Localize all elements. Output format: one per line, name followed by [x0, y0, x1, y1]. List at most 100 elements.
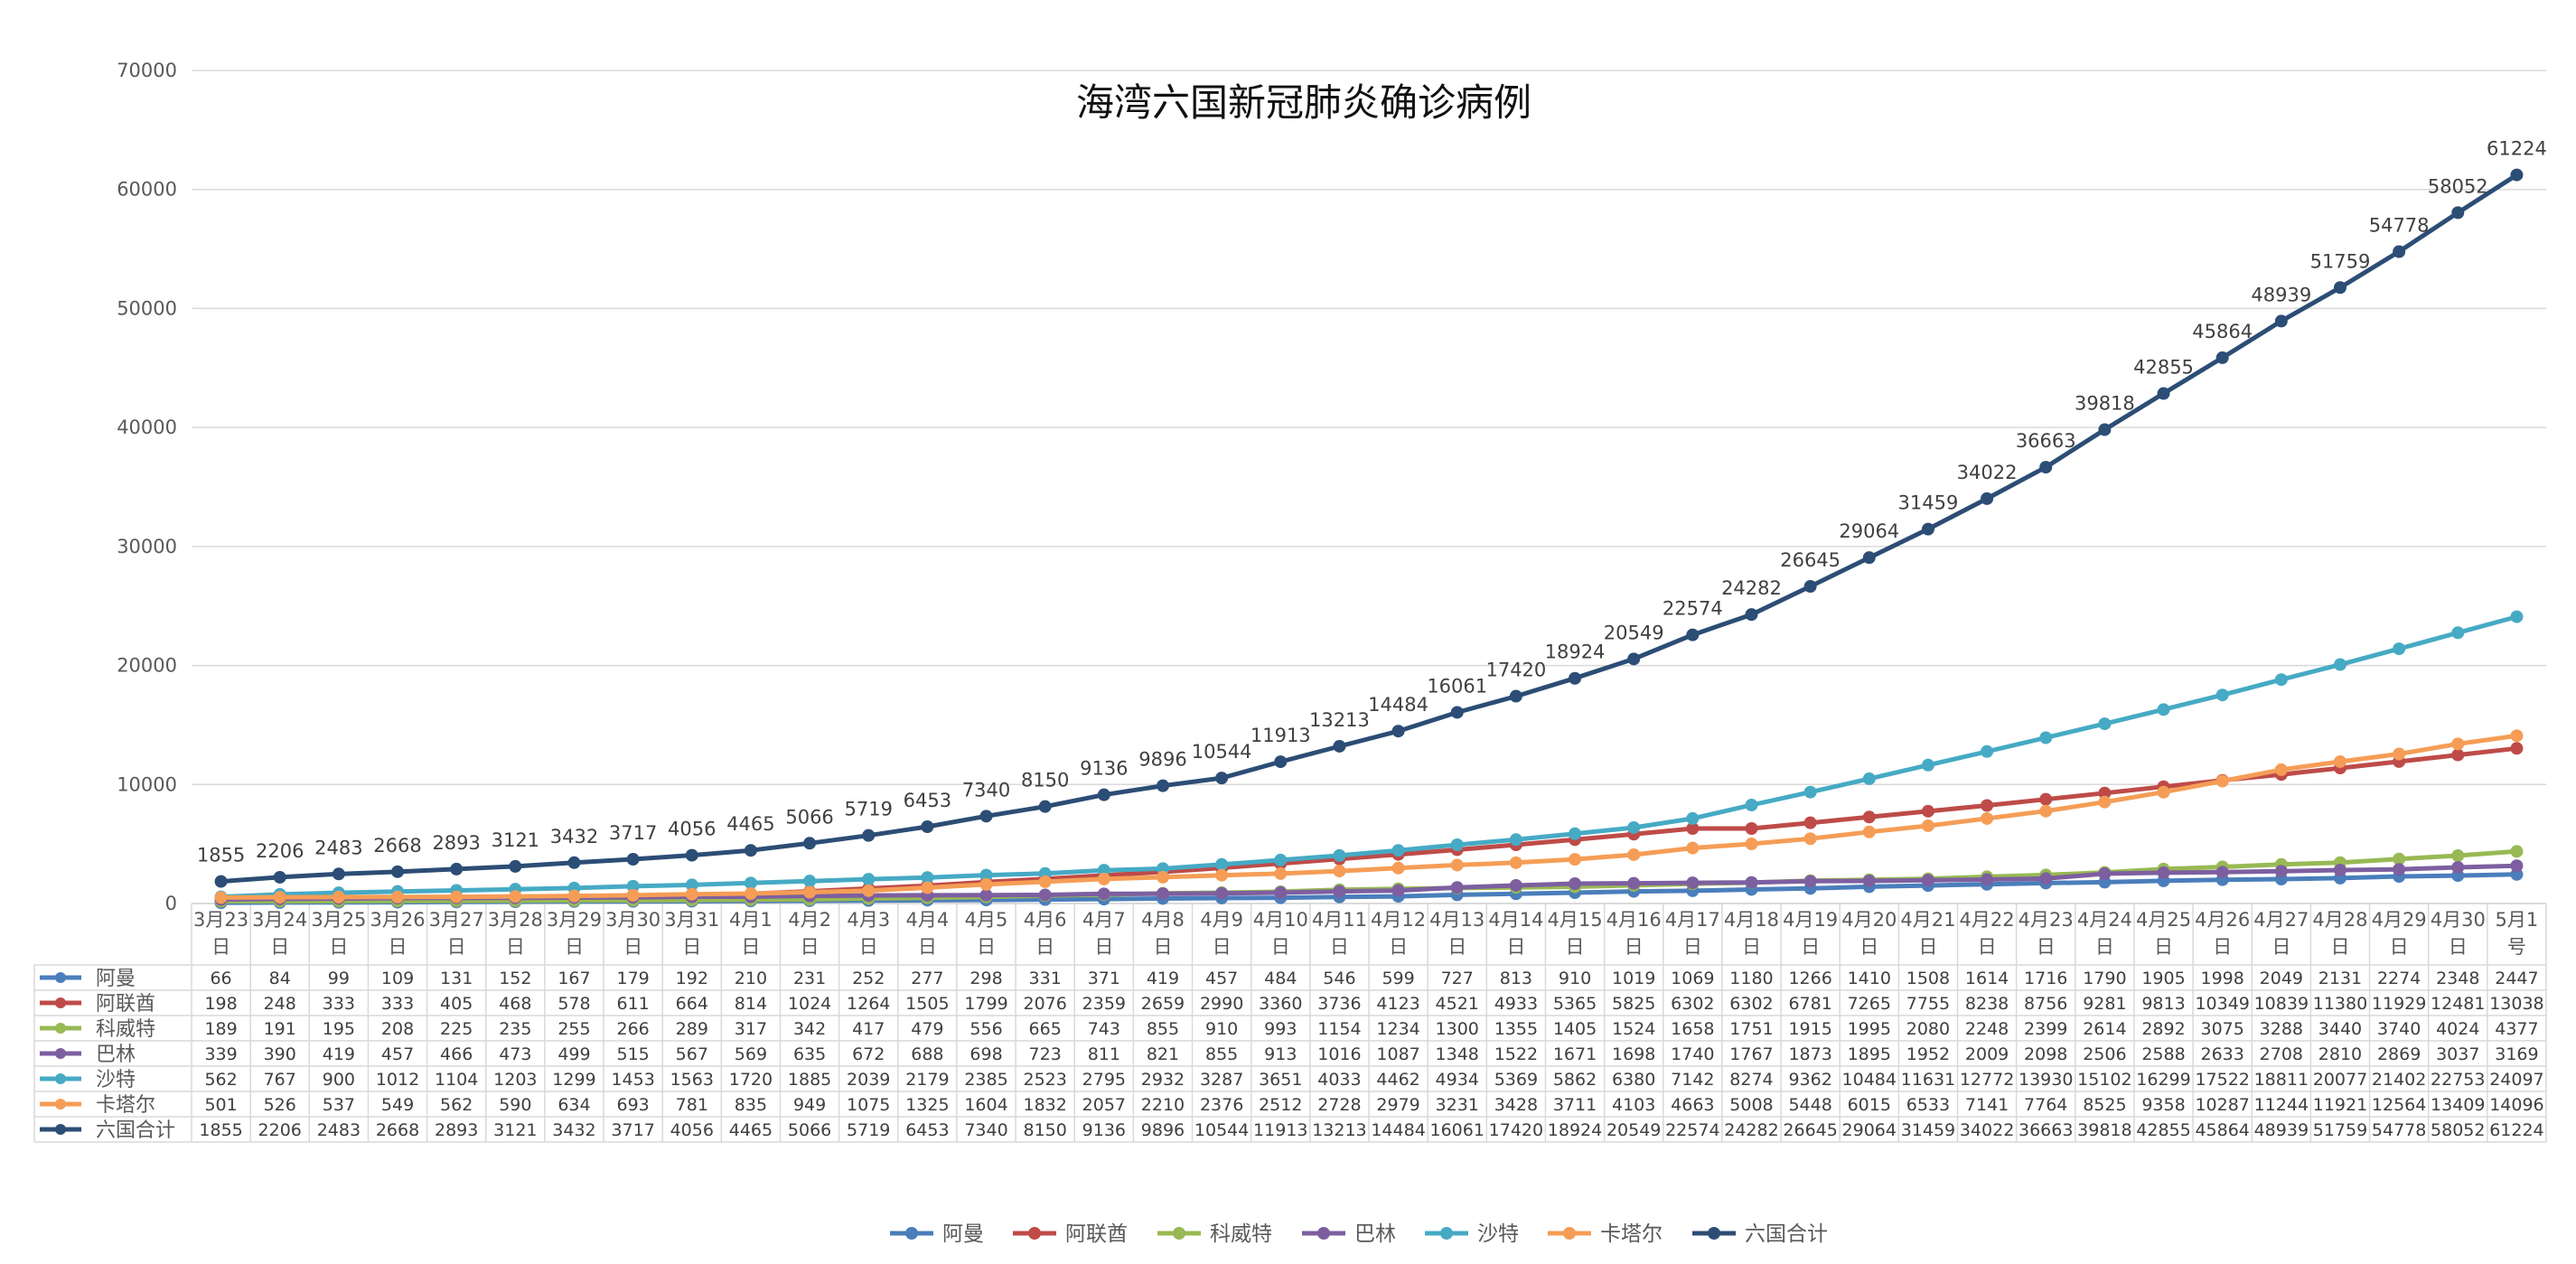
data-point [1038, 875, 1052, 888]
data-point [1097, 788, 1110, 801]
table-cell: 1508 [1906, 969, 1950, 988]
table-cell: 2098 [2024, 1044, 2067, 1064]
table-cell: 549 [381, 1095, 414, 1115]
table-cell: 546 [1323, 969, 1355, 988]
table-cell: 2979 [1376, 1095, 1419, 1115]
y-tick-label: 20000 [117, 655, 177, 677]
data-label: 5066 [785, 806, 833, 828]
table-cell: 248 [264, 994, 296, 1014]
data-point [2039, 792, 2053, 806]
table-cell: 192 [676, 969, 708, 988]
table-cell: 2523 [1023, 1070, 1066, 1090]
table-cell: 3740 [2377, 1019, 2421, 1039]
data-point [1803, 816, 1817, 829]
data-label: 9136 [1080, 758, 1128, 780]
table-cell: 672 [852, 1044, 885, 1064]
data-point [2510, 742, 2524, 755]
data-point [1686, 841, 1700, 855]
data-point [1627, 847, 1641, 861]
data-label: 48939 [2251, 284, 2311, 305]
table-cell: 9896 [1141, 1120, 1185, 1140]
legend-label: 巴林 [1354, 1222, 1396, 1246]
table-cell: 1104 [435, 1070, 478, 1090]
table-series-label: 沙特 [96, 1069, 136, 1091]
x-tick-label: 日 [1213, 936, 1232, 958]
table-cell: 2869 [2377, 1044, 2421, 1064]
table-cell: 109 [381, 969, 414, 988]
data-point [1038, 800, 1052, 813]
table-cell: 11913 [1253, 1120, 1307, 1140]
table-cell: 333 [381, 994, 414, 1014]
x-tick-label: 日 [1683, 936, 1702, 958]
table-cell: 198 [204, 994, 237, 1014]
data-point [567, 889, 581, 903]
data-label: 36663 [2016, 430, 2076, 452]
table-cell: 167 [557, 969, 590, 988]
table-cell: 4462 [1376, 1070, 1419, 1090]
table-cell: 2659 [1141, 994, 1185, 1014]
data-point [803, 875, 817, 888]
x-tick-label: 4月17 [1665, 909, 1720, 931]
table-cell: 3037 [2436, 1044, 2479, 1064]
data-label: 7340 [962, 779, 1010, 801]
table-cell: 562 [204, 1070, 237, 1090]
table-cell: 688 [911, 1044, 943, 1064]
table-series-label: 阿曼 [96, 968, 136, 990]
data-point [1745, 875, 1758, 889]
table-cell: 12481 [2431, 994, 2485, 1014]
x-tick-label: 日 [447, 936, 466, 958]
table-cell: 15102 [2077, 1070, 2131, 1090]
table-cell: 949 [793, 1095, 826, 1115]
table-cell: 3651 [1259, 1070, 1302, 1090]
data-point [1921, 819, 1934, 832]
table-cell: 7764 [2024, 1095, 2067, 1115]
table-cell: 1855 [199, 1120, 242, 1140]
data-point [979, 888, 993, 902]
table-cell: 3432 [552, 1120, 595, 1140]
legend-marker [1173, 1227, 1185, 1240]
table-cell: 231 [793, 969, 826, 988]
table-cell: 1075 [847, 1095, 890, 1115]
data-point [273, 870, 286, 884]
table-cell: 2728 [1317, 1095, 1361, 1115]
table-cell: 339 [204, 1044, 237, 1064]
data-point [1981, 492, 1994, 505]
table-cell: 17522 [2195, 1070, 2249, 1090]
y-tick-label: 0 [165, 893, 177, 914]
table-cell: 39818 [2077, 1120, 2131, 1140]
table-cell: 342 [793, 1019, 826, 1039]
table-cell: 3717 [611, 1120, 654, 1140]
data-point [744, 887, 757, 901]
table-cell: 7755 [1906, 994, 1950, 1014]
table-cell: 14484 [1371, 1120, 1425, 1140]
table-cell: 1767 [1729, 1044, 1773, 1064]
table-cell: 58052 [2431, 1120, 2485, 1140]
data-point [2157, 387, 2170, 400]
table-cell: 2009 [1965, 1044, 2009, 1064]
table-cell: 84 [269, 969, 291, 988]
x-tick-label: 4月20 [1841, 909, 1897, 931]
x-tick-label: 4月24 [2077, 909, 2132, 931]
data-label: 3121 [492, 829, 539, 851]
table-cell: 5862 [1553, 1070, 1597, 1090]
x-tick-label: 日 [801, 936, 820, 958]
data-point [685, 848, 698, 862]
table-cell: 8756 [2024, 994, 2067, 1014]
x-tick-label: 4月28 [2312, 909, 2367, 931]
x-tick-label: 4月22 [1960, 909, 2015, 931]
data-point [450, 862, 464, 875]
x-tick-label: 日 [1271, 936, 1290, 958]
table-cell: 2892 [2141, 1019, 2185, 1039]
table-cell: 1915 [1788, 1019, 1831, 1039]
table-cell: 2131 [2318, 969, 2362, 988]
data-point [1215, 772, 1229, 785]
table-cell: 11631 [1901, 1070, 1955, 1090]
table-cell: 484 [1264, 969, 1297, 988]
table-cell: 13213 [1312, 1120, 1366, 1140]
data-point [1745, 821, 1758, 835]
x-tick-label: 日 [1978, 936, 1997, 958]
data-point [2510, 859, 2524, 873]
x-tick-label: 日 [2154, 936, 2173, 958]
x-tick-label: 4月3 [847, 909, 890, 931]
